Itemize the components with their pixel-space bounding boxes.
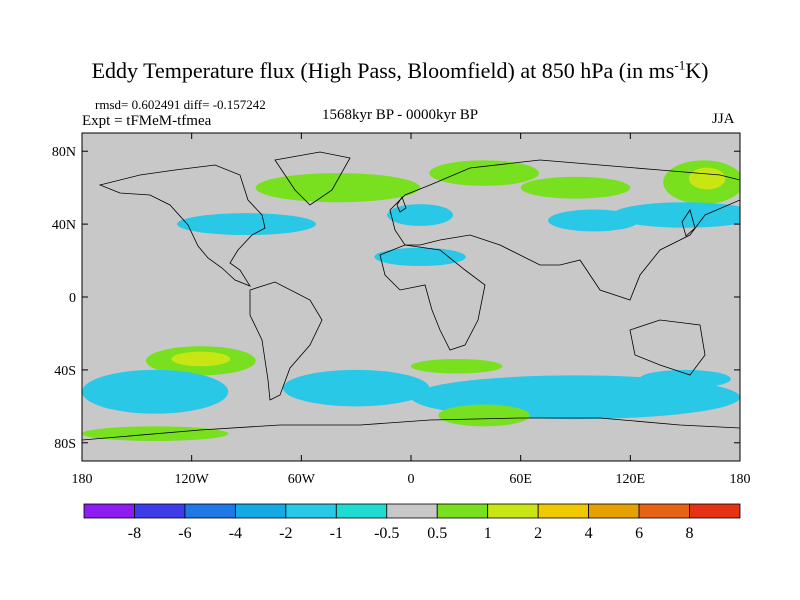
colorbar-swatch	[638, 503, 690, 519]
colorbar-label: 6	[635, 525, 643, 542]
colorbar-swatch	[487, 503, 539, 519]
colorbar-label: 1	[484, 525, 492, 542]
region-north-pacific-negative	[612, 202, 740, 228]
colorbar-label: -6	[178, 525, 191, 542]
coast-japan	[681, 209, 696, 237]
region-eurasia-negative	[387, 204, 454, 226]
experiment-label: Expt = tFMeM-tfmea	[82, 113, 212, 129]
lon-label: 120E	[616, 472, 646, 487]
coast-south-america	[249, 281, 323, 401]
coast-british-isles	[396, 196, 407, 213]
region-south-atlantic-negative	[283, 369, 430, 407]
coastlines	[82, 151, 740, 441]
colorbar-label: -0.5	[374, 525, 399, 542]
region-arctic-russia-positive	[429, 160, 539, 186]
coast-australia	[629, 319, 706, 376]
region-south-africa-positive	[411, 358, 503, 374]
lon-label: 180	[730, 472, 751, 487]
region-south-pacific-core	[171, 351, 231, 367]
stats-line: rmsd= 0.602491 diff= -0.157242	[95, 97, 266, 112]
lon-label: 120W	[175, 472, 210, 487]
colorbar-swatch	[537, 503, 590, 519]
region-north-atlantic-positive	[255, 173, 421, 203]
colorbar-label: 8	[686, 525, 694, 542]
lat-label: 40S	[54, 364, 76, 379]
chart-title: Eddy Temperature flux (High Pass, Bloomf…	[91, 57, 709, 83]
region-north-pacific-core	[688, 167, 726, 190]
colorbar-label: 2	[534, 525, 542, 542]
colorbar-swatch	[689, 503, 741, 519]
lat-label: 40N	[52, 218, 76, 233]
anomaly-regions	[82, 160, 740, 441]
colorbar-label: -1	[330, 525, 343, 542]
region-south-pacific-negative	[82, 369, 229, 414]
region-mediterranean-negative	[374, 247, 466, 267]
colorbar-swatch	[285, 503, 337, 519]
axes: 80N 40N 0 40S 80S 180 120W 60W 0 60E 120E 180	[52, 133, 751, 487]
lon-label: 60E	[509, 472, 532, 487]
lon-label: 180	[72, 472, 93, 487]
coast-eurasia	[389, 159, 740, 301]
colorbar-swatch	[83, 503, 135, 519]
lat-label: 80S	[54, 437, 76, 452]
coast-north-america	[98, 164, 266, 287]
region-asia-negative	[548, 209, 640, 232]
coast-antarctica	[82, 417, 740, 441]
colorbar-swatch	[134, 503, 186, 519]
season-label: JJA	[712, 111, 735, 127]
lat-label: 80N	[52, 145, 76, 160]
region-australia-negative	[639, 369, 731, 389]
colorbar-swatch	[234, 503, 287, 519]
lat-label: 0	[69, 291, 76, 306]
region-north-siberia-positive	[520, 176, 631, 199]
coast-africa	[379, 244, 486, 351]
colorbar-swatch	[184, 503, 236, 519]
colorbar-swatch	[588, 503, 640, 519]
region-southern-ocean-positive	[438, 404, 530, 427]
colorbar-label: -4	[229, 525, 242, 542]
colorbar: -8 -6 -4 -2 -1 -0.5 0.5 1 2 4 6 8	[83, 503, 741, 542]
colorbar-swatch	[335, 503, 388, 519]
colorbar-swatch	[386, 503, 438, 519]
region-north-america-negative	[177, 213, 316, 236]
colorbar-swatch	[436, 503, 489, 519]
colorbar-label: -2	[279, 525, 292, 542]
colorbar-label: 4	[585, 525, 593, 542]
colorbar-label: 0.5	[427, 525, 447, 542]
lon-label: 60W	[288, 472, 316, 487]
coast-greenland	[274, 151, 351, 206]
colorbar-label: -8	[128, 525, 141, 542]
period-label: 1568kyr BP - 0000kyr BP	[322, 107, 479, 123]
lon-label: 0	[408, 472, 415, 487]
